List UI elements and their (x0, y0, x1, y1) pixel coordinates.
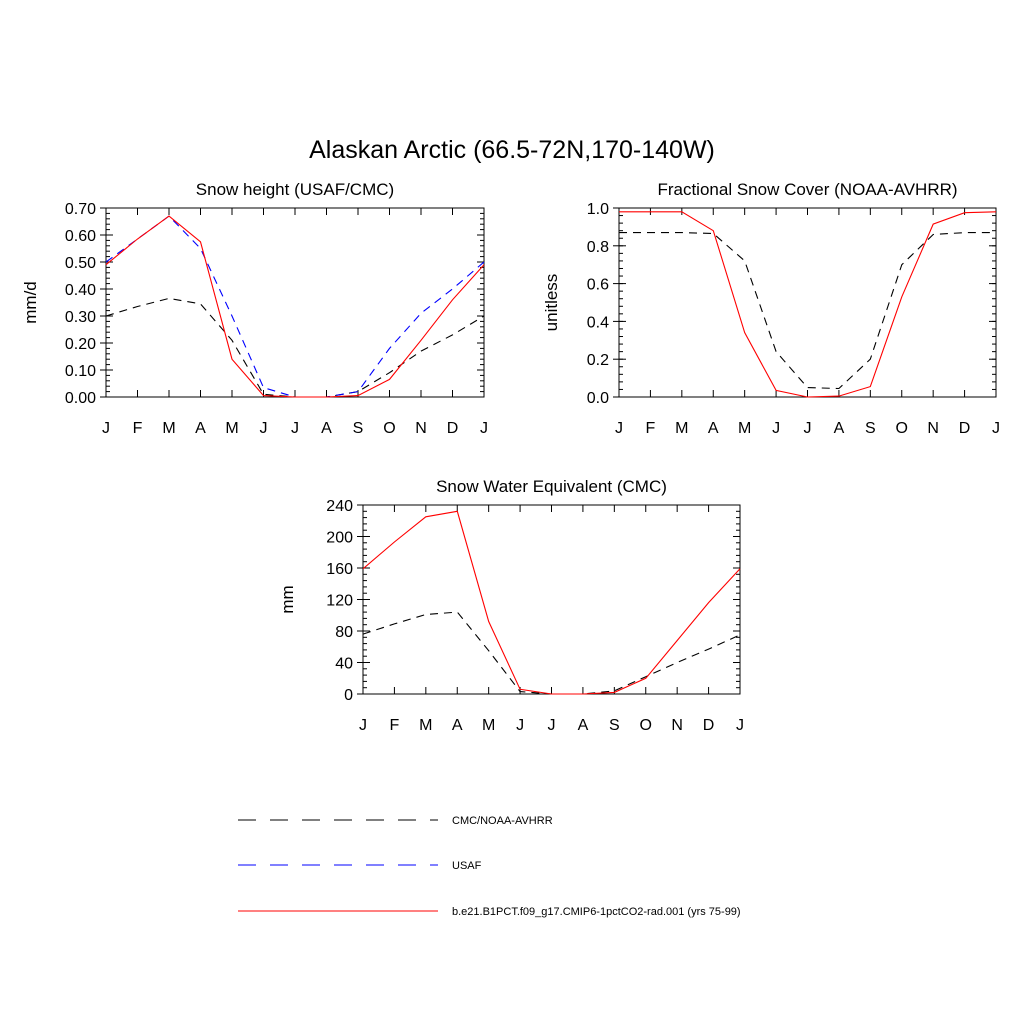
series-line-model (362, 510, 741, 695)
y-tick-label: 0.8 (587, 239, 609, 256)
y-tick-label: 200 (326, 530, 353, 547)
y-axis-label: mm (278, 585, 297, 613)
y-tick-label: 40 (335, 656, 353, 673)
y-axis-label: unitless (542, 274, 561, 332)
x-tick-label: J (260, 420, 268, 437)
x-tick-label: J (516, 717, 524, 734)
x-tick-label: O (383, 420, 395, 437)
x-tick-label: S (609, 717, 620, 734)
y-tick-label: 0.30 (65, 309, 96, 326)
plot-frame (618, 207, 997, 398)
series-line-model (105, 215, 485, 398)
x-tick-label: M (225, 420, 238, 437)
series-line-cmc (619, 232, 996, 390)
x-tick-label: J (548, 717, 556, 734)
y-tick-label: 0.70 (65, 201, 96, 218)
legend-label-3: b.e21.B1PCT.f09_g17.CMIP6-1pctCO2-rad.00… (452, 906, 741, 918)
legend: CMC/NOAA-AVHRR USAF b.e21.B1PCT.f09_g17.CM… (238, 815, 741, 918)
panel-title: Fractional Snow Cover (NOAA-AVHRR) (657, 180, 957, 199)
x-tick-label: N (927, 420, 939, 437)
x-tick-label: M (419, 717, 432, 734)
y-tick-label: 0 (344, 687, 353, 704)
y-tick-label: 0.2 (587, 352, 609, 369)
x-tick-label: S (353, 420, 364, 437)
chart-panel-1: Snow height (USAF/CMC) J F M A M J J A S O N D J 0.00 0… (21, 180, 488, 437)
x-tick-label: M (162, 420, 175, 437)
series-line-cmc (362, 611, 741, 695)
x-tick-label: M (482, 717, 495, 734)
x-tick-label: N (415, 420, 427, 437)
x-tick-label: J (359, 717, 367, 734)
x-tick-label: A (708, 420, 719, 437)
x-tick-label: O (640, 717, 652, 734)
x-tick-label: F (390, 717, 400, 734)
y-tick-label: 160 (326, 561, 353, 578)
chart-panel-3: Snow Water Equivalent (CMC) J F M A M J J A S O N D J… (278, 477, 744, 734)
x-tick-label: J (804, 420, 812, 437)
y-tick-label: 120 (326, 593, 353, 610)
x-tick-label: D (703, 717, 715, 734)
plot-frame (105, 207, 485, 398)
y-tick-label: 0.60 (65, 228, 96, 245)
x-tick-label: M (738, 420, 751, 437)
y-tick-label: 0.10 (65, 363, 96, 380)
x-tick-label: A (578, 717, 589, 734)
y-tick-label: 0.50 (65, 255, 96, 272)
series-line-cmc (105, 297, 485, 398)
x-tick-label: D (959, 420, 971, 437)
y-tick-label: 1.0 (587, 201, 609, 218)
y-axis-label: mm/d (21, 281, 40, 324)
x-tick-label: J (736, 717, 744, 734)
x-tick-label: D (447, 420, 459, 437)
y-tick-label: 0.20 (65, 336, 96, 353)
x-tick-label: A (834, 420, 845, 437)
x-tick-label: J (480, 420, 488, 437)
x-tick-label: F (133, 420, 143, 437)
y-tick-label: 240 (326, 498, 353, 515)
series-line-usaf (105, 215, 485, 398)
x-tick-label: J (772, 420, 780, 437)
x-tick-label: A (195, 420, 206, 437)
x-tick-label: S (865, 420, 876, 437)
legend-label-1: CMC/NOAA-AVHRR (452, 815, 553, 827)
x-tick-label: A (452, 717, 463, 734)
plot-frame (362, 504, 741, 695)
x-tick-label: M (675, 420, 688, 437)
panel-title: Snow height (USAF/CMC) (196, 180, 394, 199)
x-tick-label: F (646, 420, 656, 437)
x-tick-label: J (291, 420, 299, 437)
x-tick-label: J (102, 420, 110, 437)
y-tick-label: 0.00 (65, 390, 96, 407)
x-tick-label: N (671, 717, 683, 734)
panel-title: Snow Water Equivalent (CMC) (436, 477, 667, 496)
y-tick-label: 0.0 (587, 390, 609, 407)
chart-panel-2: Fractional Snow Cover (NOAA-AVHRR) J F M A M J… (542, 180, 1000, 437)
figure-title: Alaskan Arctic (66.5-72N,170-140W) (309, 136, 715, 164)
x-tick-label: O (896, 420, 908, 437)
y-tick-label: 0.4 (587, 314, 609, 331)
y-tick-label: 0.6 (587, 277, 609, 294)
x-tick-label: A (321, 420, 332, 437)
x-tick-label: J (992, 420, 1000, 437)
x-tick-label: J (615, 420, 623, 437)
legend-label-2: USAF (452, 860, 482, 872)
chart-panels: Snow height (USAF/CMC)J F M A M J J A S O N D J0.000… (21, 180, 1000, 734)
y-tick-label: 80 (335, 624, 353, 641)
y-tick-label: 0.40 (65, 282, 96, 299)
series-line-model (619, 211, 997, 398)
